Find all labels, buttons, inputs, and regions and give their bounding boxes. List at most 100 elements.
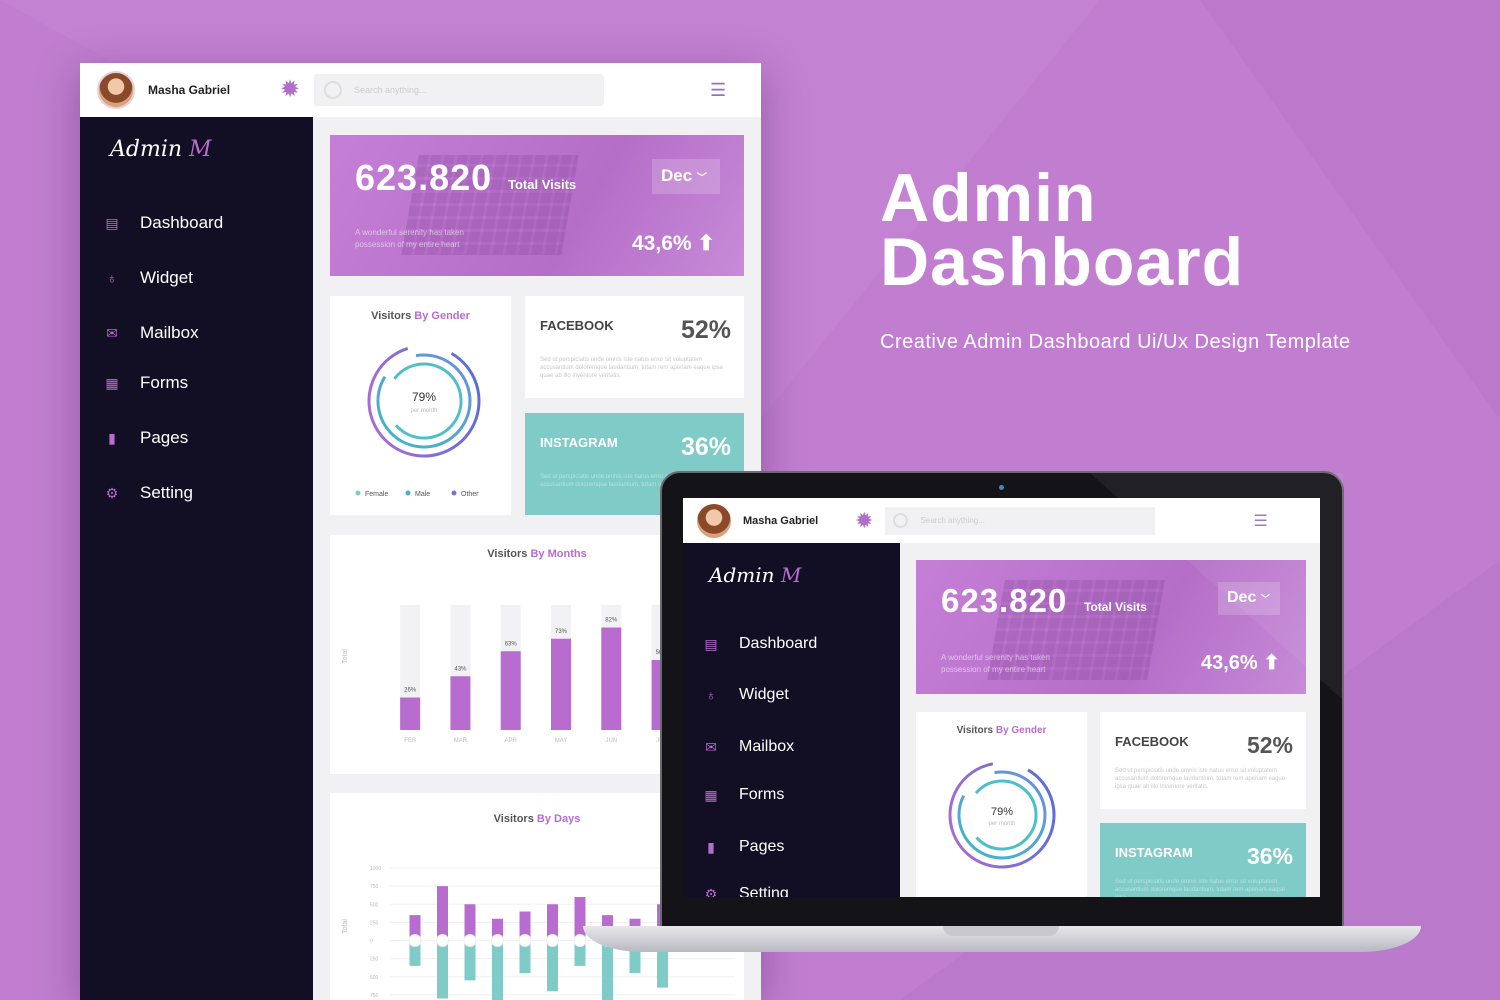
dashboard-window: Masha Gabriel ✹ Search anything... ☰ Adm… (80, 63, 761, 1000)
laptop-nav-widget[interactable]: ♁ Widget (703, 686, 789, 704)
search-bar[interactable]: Search anything... (314, 74, 604, 106)
bar-midpoint-dot (408, 934, 422, 947)
y-tick-label: 250 (370, 957, 379, 963)
nav-label: Pages (140, 428, 189, 447)
laptop-logo: Admin M (709, 563, 802, 587)
facebook-text: Sed ut perspiciatis unde omnis iste natu… (540, 357, 723, 379)
month-dropdown[interactable]: Dec ﹀ (652, 159, 720, 194)
laptop-nav-pages[interactable]: ▮ Pages (703, 838, 784, 856)
laptop-gear-icon[interactable]: ✹ (855, 507, 874, 533)
laptop-avatar[interactable] (697, 503, 731, 538)
y-tick-label: 250 (370, 920, 379, 926)
x-tick-label: MAY (555, 738, 568, 744)
bar-negative[interactable] (492, 940, 503, 1000)
laptop-total-visits-card: 623.820 Total Visits Dec ﹀ A wonderful s… (916, 560, 1306, 694)
chevron-down-icon: ﹀ (1260, 594, 1270, 604)
bar-may[interactable] (551, 638, 571, 730)
laptop-sidebar: Admin M ▤ Dashboard ♁ Widget ✉ Mailbox ▦ For… (683, 543, 900, 897)
bar-positive[interactable] (574, 897, 586, 941)
nav-item-mailbox[interactable]: ✉ Mailbox (104, 323, 198, 343)
bar-negative[interactable] (409, 940, 421, 966)
bar-jun[interactable] (601, 627, 622, 731)
mail-icon: ✉ (106, 325, 118, 341)
bar-negative[interactable] (629, 940, 641, 974)
bar-midpoint-dot (491, 934, 504, 947)
laptop-nav-forms[interactable]: ▦ Forms (704, 786, 785, 803)
laptop-gender-card: Visitors By Gender 79% per month (916, 712, 1087, 897)
bar-feb[interactable] (400, 697, 421, 731)
nav-label: Forms (140, 373, 189, 392)
legend-other: Other (461, 491, 479, 498)
instagram-percent: 36% (680, 433, 731, 461)
bar-negative[interactable] (602, 940, 613, 1000)
widget-bulb-icon: ♁ (106, 270, 118, 286)
laptop-instagram-card: INSTAGRAM 36% Sed ut perspiciatis unde o… (1100, 823, 1306, 897)
nav-item-forms[interactable]: ▦ Forms (104, 373, 188, 393)
avatar[interactable] (97, 71, 135, 109)
bar-midpoint-dot (573, 934, 587, 947)
legend-female: Female (365, 491, 388, 498)
laptop-nav-setting[interactable]: ⚙ Setting (703, 885, 789, 897)
laptop-nav-dashboard[interactable]: ▤ Dashboard (704, 635, 818, 652)
y-tick-label: 750 (370, 884, 379, 890)
forms-icon: ▦ (704, 787, 718, 803)
y-tick-label: 500 (370, 975, 379, 981)
nav-item-pages[interactable]: ▮ Pages (104, 428, 188, 448)
bar-positive[interactable] (464, 904, 476, 941)
laptop-nav-mailbox[interactable]: ✉ Mailbox (703, 738, 794, 756)
nav-item-widget[interactable]: ♁ Widget (104, 268, 193, 288)
laptop-notch (943, 926, 1059, 936)
facebook-label: FACEBOOK (540, 318, 614, 333)
bar-positive[interactable] (547, 904, 558, 941)
laptop-hero-subtext: A wonderful serenity has taken possessio… (941, 653, 1050, 674)
bar-positive[interactable] (492, 918, 503, 941)
visitors-by-gender-card: Visitors By Gender 79% per month Female … (330, 296, 511, 515)
gears-icon: ⚙ (105, 485, 119, 501)
gender-ring-chart: 79% per month Female Male Other (355, 344, 481, 498)
hero-subtext: A wonderful serenity has taken possessio… (355, 228, 464, 249)
nav-item-dashboard[interactable]: ▤ Dashboard (104, 213, 223, 233)
bar-negative[interactable] (574, 940, 586, 966)
laptop-list-menu-icon[interactable]: ☰ (1253, 512, 1268, 530)
forms-icon: ▦ (105, 375, 119, 391)
webcam (999, 485, 1004, 490)
bar-negative[interactable] (657, 940, 668, 988)
laptop-facebook-card: FACEBOOK 52% Sed ut perspiciatis unde om… (1100, 712, 1306, 809)
bar-mar[interactable] (450, 676, 471, 730)
nav-item-setting[interactable]: ⚙ Setting (104, 483, 193, 503)
bar-apr[interactable] (500, 651, 521, 730)
x-tick-label: MAR (454, 738, 468, 744)
bar-positive[interactable] (519, 911, 531, 941)
svg-text:per month: per month (988, 821, 1015, 827)
dashboard-icon: ▤ (105, 215, 119, 231)
instagram-text: Sed ut perspiciatis unde omnis iste natu… (540, 474, 725, 488)
bar-negative[interactable] (464, 940, 476, 981)
bar-value-label: 43% (454, 666, 467, 672)
laptop-month-dropdown[interactable]: Dec ﹀ (1218, 582, 1280, 615)
card-title: Visitors By Days (493, 813, 581, 825)
facebook-card: FACEBOOK 52% Sed ut perspiciatis unde om… (525, 296, 744, 398)
x-tick-label: JUN (605, 738, 617, 744)
bar-positive[interactable] (409, 915, 421, 941)
laptop-screen: Masha Gabriel ✹ Search anything... ☰ Adm… (683, 498, 1320, 897)
bar-value-label: 82% (605, 618, 618, 624)
facebook-percent: 52% (680, 316, 731, 344)
bar-negative[interactable] (547, 940, 558, 992)
arrow-up-icon: ⬆ (1263, 652, 1281, 674)
bar-negative[interactable] (519, 940, 531, 974)
logo: Admin M (110, 137, 212, 162)
y-tick-label: 750 (370, 993, 379, 999)
laptop-gender-ring-chart: 79% per month (948, 761, 1056, 869)
bar-midpoint-dot (546, 934, 559, 947)
bar-value-label: 73% (555, 629, 568, 635)
total-visits-card: 623.820 Total Visits Dec ﹀ A wonderful s… (330, 135, 744, 276)
bar-positive[interactable] (437, 886, 448, 941)
laptop-visits-change: 43,6% ⬆ (1201, 652, 1281, 674)
settings-gear-icon[interactable]: ✹ (280, 76, 301, 103)
search-placeholder: Search anything... (354, 85, 427, 95)
laptop-search[interactable]: Search anything... (885, 506, 1156, 535)
mail-icon: ✉ (705, 739, 717, 755)
bar-negative[interactable] (437, 940, 448, 999)
list-menu-icon[interactable]: ☰ (710, 79, 727, 100)
nav-label: Dashboard (140, 213, 224, 232)
